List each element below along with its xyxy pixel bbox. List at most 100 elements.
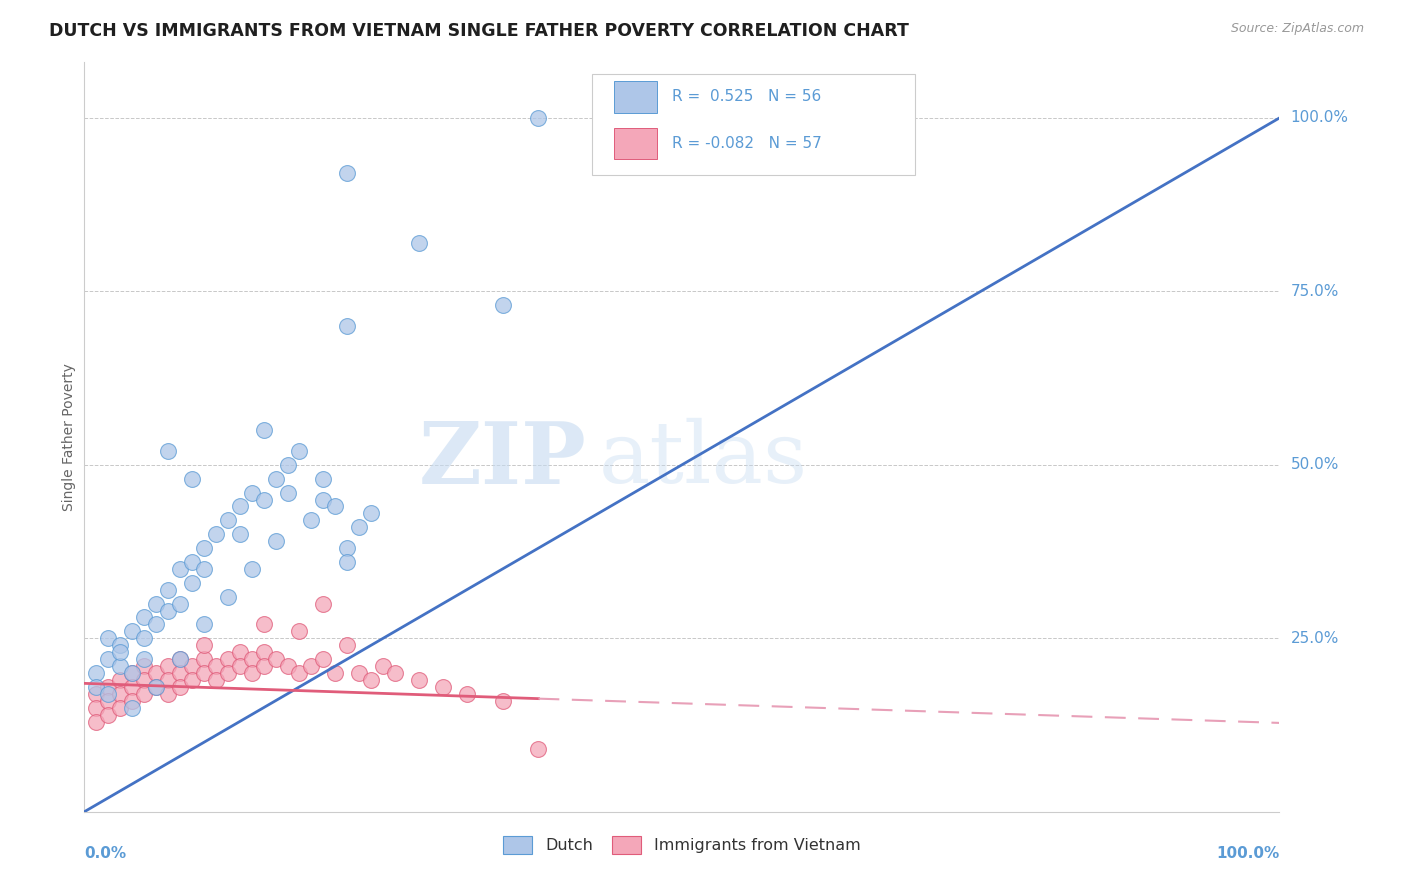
Point — [360, 507, 382, 521]
Point — [253, 645, 276, 659]
Point — [277, 485, 299, 500]
Point — [527, 111, 550, 125]
Point — [205, 527, 228, 541]
Point — [277, 458, 299, 472]
Point — [157, 603, 180, 617]
Text: 100.0%: 100.0% — [1216, 847, 1279, 862]
Point — [492, 694, 515, 708]
Point — [240, 485, 263, 500]
Point — [157, 444, 180, 458]
Point — [97, 680, 120, 694]
Point — [121, 680, 143, 694]
Legend: Dutch, Immigrants from Vietnam: Dutch, Immigrants from Vietnam — [498, 830, 866, 860]
Point — [240, 562, 263, 576]
Text: Source: ZipAtlas.com: Source: ZipAtlas.com — [1230, 22, 1364, 36]
Text: 0.0%: 0.0% — [84, 847, 127, 862]
Point — [169, 680, 191, 694]
Point — [110, 700, 132, 714]
Point — [205, 659, 228, 673]
Point — [86, 665, 108, 680]
Point — [456, 687, 478, 701]
Point — [110, 659, 132, 673]
Point — [86, 700, 108, 714]
Point — [264, 534, 287, 549]
Point — [527, 742, 550, 756]
Point — [97, 652, 120, 666]
Point — [169, 652, 191, 666]
Point — [132, 610, 156, 624]
Point — [110, 673, 132, 687]
Point — [169, 665, 191, 680]
Point — [97, 687, 120, 701]
Point — [349, 665, 371, 680]
Point — [132, 687, 156, 701]
Point — [205, 673, 228, 687]
Point — [121, 624, 143, 639]
Point — [217, 513, 239, 527]
Point — [312, 492, 335, 507]
Point — [193, 665, 215, 680]
Point — [145, 665, 167, 680]
Point — [157, 687, 180, 701]
FancyBboxPatch shape — [614, 81, 657, 112]
Point — [301, 659, 323, 673]
Point — [253, 492, 276, 507]
Point — [110, 645, 132, 659]
Point — [217, 590, 239, 604]
Point — [336, 541, 359, 555]
Point — [132, 632, 156, 646]
Text: ZIP: ZIP — [419, 417, 586, 501]
Point — [288, 624, 311, 639]
Point — [97, 632, 120, 646]
Text: atlas: atlas — [599, 418, 807, 501]
Point — [132, 652, 156, 666]
Point — [169, 597, 191, 611]
Point — [181, 472, 204, 486]
Point — [157, 582, 180, 597]
Point — [240, 652, 263, 666]
Point — [336, 638, 359, 652]
Point — [349, 520, 371, 534]
Point — [169, 562, 191, 576]
Point — [301, 513, 323, 527]
Point — [312, 472, 335, 486]
Point — [229, 659, 252, 673]
Text: R =  0.525   N = 56: R = 0.525 N = 56 — [672, 89, 821, 104]
Point — [336, 166, 359, 180]
Point — [169, 652, 191, 666]
Point — [217, 652, 239, 666]
Point — [336, 555, 359, 569]
Point — [229, 527, 252, 541]
Point — [193, 638, 215, 652]
Point — [373, 659, 395, 673]
Point — [181, 555, 204, 569]
Point — [240, 665, 263, 680]
Point — [253, 617, 276, 632]
Point — [193, 652, 215, 666]
Text: 100.0%: 100.0% — [1291, 111, 1348, 126]
Point — [193, 541, 215, 555]
Point — [145, 680, 167, 694]
Point — [86, 680, 108, 694]
Point — [132, 673, 156, 687]
Point — [145, 597, 167, 611]
Point — [157, 673, 180, 687]
Point — [325, 500, 347, 514]
Point — [288, 444, 311, 458]
Point — [181, 575, 204, 590]
Point — [253, 423, 276, 437]
Point — [121, 665, 143, 680]
Point — [132, 659, 156, 673]
Point — [110, 638, 132, 652]
Point — [97, 694, 120, 708]
Point — [86, 687, 108, 701]
Point — [408, 235, 430, 250]
Point — [193, 617, 215, 632]
Point — [121, 694, 143, 708]
Point — [97, 707, 120, 722]
Point — [86, 714, 108, 729]
Point — [312, 652, 335, 666]
Point — [253, 659, 276, 673]
Point — [360, 673, 382, 687]
Point — [229, 645, 252, 659]
